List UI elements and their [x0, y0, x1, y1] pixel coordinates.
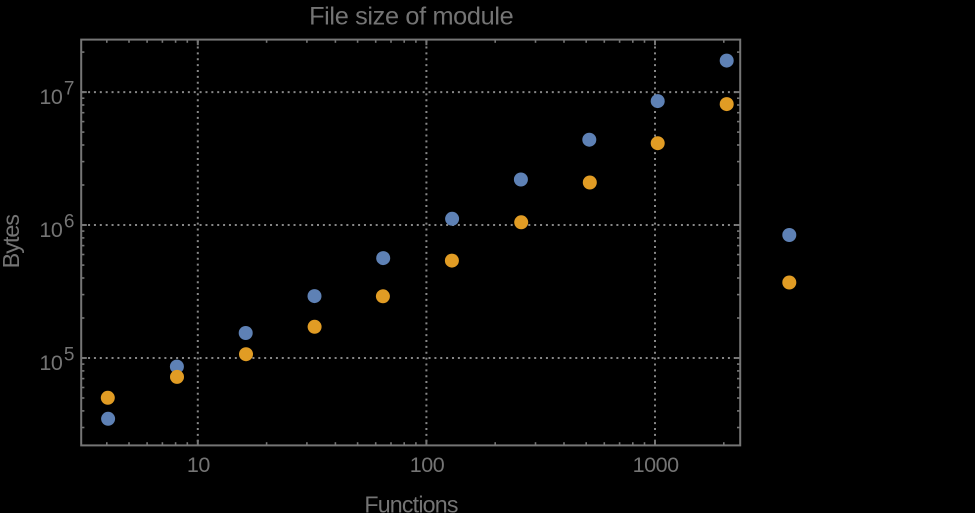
svg-text:10: 10	[187, 453, 211, 477]
svg-text:1000: 1000	[633, 453, 680, 477]
svg-text:File size of module: File size of module	[309, 2, 513, 30]
svg-text:Bytes: Bytes	[0, 215, 24, 269]
svg-text:100: 100	[410, 453, 445, 477]
svg-text:Functions: Functions	[364, 491, 458, 513]
